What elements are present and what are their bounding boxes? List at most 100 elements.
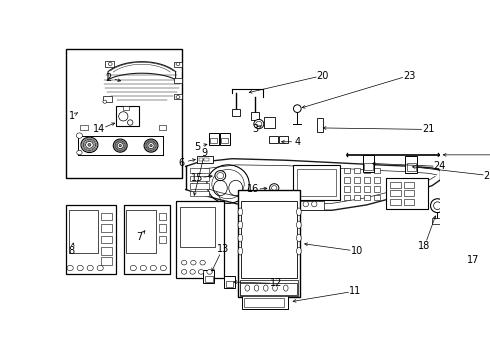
Bar xyxy=(232,109,240,116)
Ellipse shape xyxy=(77,150,82,155)
Bar xyxy=(101,224,112,232)
Bar xyxy=(101,236,112,243)
Ellipse shape xyxy=(191,260,196,265)
Bar xyxy=(474,229,484,241)
Ellipse shape xyxy=(238,247,243,255)
Ellipse shape xyxy=(86,141,93,148)
Bar xyxy=(190,168,209,173)
Ellipse shape xyxy=(130,265,136,271)
Ellipse shape xyxy=(88,143,91,146)
Ellipse shape xyxy=(283,285,288,291)
Ellipse shape xyxy=(303,202,309,207)
Bar xyxy=(470,199,488,230)
Bar xyxy=(101,247,112,255)
Text: 7: 7 xyxy=(136,232,143,242)
Bar xyxy=(199,158,203,161)
Ellipse shape xyxy=(115,141,125,150)
Ellipse shape xyxy=(81,137,98,153)
Bar xyxy=(390,199,400,205)
Bar xyxy=(80,125,88,130)
Text: 6: 6 xyxy=(179,158,185,167)
Ellipse shape xyxy=(146,141,156,150)
Bar xyxy=(238,189,300,297)
Ellipse shape xyxy=(312,202,317,207)
Bar xyxy=(69,210,98,253)
Bar xyxy=(123,106,129,110)
Bar xyxy=(354,195,361,200)
Bar xyxy=(190,183,209,189)
Ellipse shape xyxy=(148,143,154,149)
Bar xyxy=(354,186,361,192)
Ellipse shape xyxy=(160,265,167,271)
Bar xyxy=(386,178,428,209)
Ellipse shape xyxy=(198,270,204,274)
Bar xyxy=(209,132,219,145)
Ellipse shape xyxy=(238,221,243,229)
Bar xyxy=(159,213,167,220)
Bar xyxy=(159,224,167,232)
Ellipse shape xyxy=(176,62,180,66)
Bar xyxy=(343,195,350,200)
Bar xyxy=(179,207,215,247)
Ellipse shape xyxy=(434,202,441,210)
Ellipse shape xyxy=(431,199,444,213)
Bar xyxy=(343,186,350,192)
Text: 12: 12 xyxy=(270,278,283,288)
Ellipse shape xyxy=(87,265,93,271)
Bar xyxy=(226,281,233,287)
Ellipse shape xyxy=(181,270,187,274)
Bar xyxy=(343,168,350,173)
Bar xyxy=(159,236,167,243)
Text: 1: 1 xyxy=(69,111,75,121)
Text: 10: 10 xyxy=(350,246,363,256)
Bar xyxy=(126,210,156,253)
Bar xyxy=(240,280,298,296)
Text: 9: 9 xyxy=(202,148,208,158)
Ellipse shape xyxy=(254,285,259,291)
Bar xyxy=(101,257,112,265)
Ellipse shape xyxy=(238,234,243,242)
Ellipse shape xyxy=(176,95,180,99)
Bar xyxy=(244,298,284,307)
Bar xyxy=(241,201,296,278)
Text: 13: 13 xyxy=(217,244,229,254)
Ellipse shape xyxy=(144,139,158,152)
Bar xyxy=(259,201,324,210)
Bar xyxy=(203,270,214,283)
Ellipse shape xyxy=(97,265,103,271)
Bar xyxy=(405,156,417,172)
Bar xyxy=(174,78,182,83)
Bar xyxy=(240,283,297,295)
Bar xyxy=(210,138,217,143)
Ellipse shape xyxy=(271,186,277,190)
Bar xyxy=(364,168,370,173)
Bar xyxy=(364,177,370,183)
Bar xyxy=(204,158,209,161)
Bar xyxy=(317,118,323,132)
Text: 5: 5 xyxy=(194,142,200,152)
Bar xyxy=(101,213,112,220)
Ellipse shape xyxy=(83,139,96,150)
Ellipse shape xyxy=(181,260,187,265)
Bar xyxy=(174,62,182,67)
Text: 17: 17 xyxy=(466,255,479,265)
Text: 24: 24 xyxy=(434,161,446,171)
Bar xyxy=(264,117,275,128)
Text: 20: 20 xyxy=(317,71,329,81)
Ellipse shape xyxy=(296,234,301,242)
Text: 8: 8 xyxy=(69,246,75,256)
Bar xyxy=(190,176,209,181)
Bar xyxy=(66,205,117,274)
Ellipse shape xyxy=(256,121,262,127)
Text: 14: 14 xyxy=(93,125,105,134)
Bar xyxy=(432,218,443,224)
Bar xyxy=(269,136,278,143)
Ellipse shape xyxy=(215,171,226,181)
Bar xyxy=(221,138,228,143)
Bar xyxy=(66,49,182,178)
Bar xyxy=(343,177,350,183)
Ellipse shape xyxy=(294,105,301,112)
Ellipse shape xyxy=(113,139,127,152)
Bar xyxy=(390,182,400,188)
Bar xyxy=(102,96,112,102)
